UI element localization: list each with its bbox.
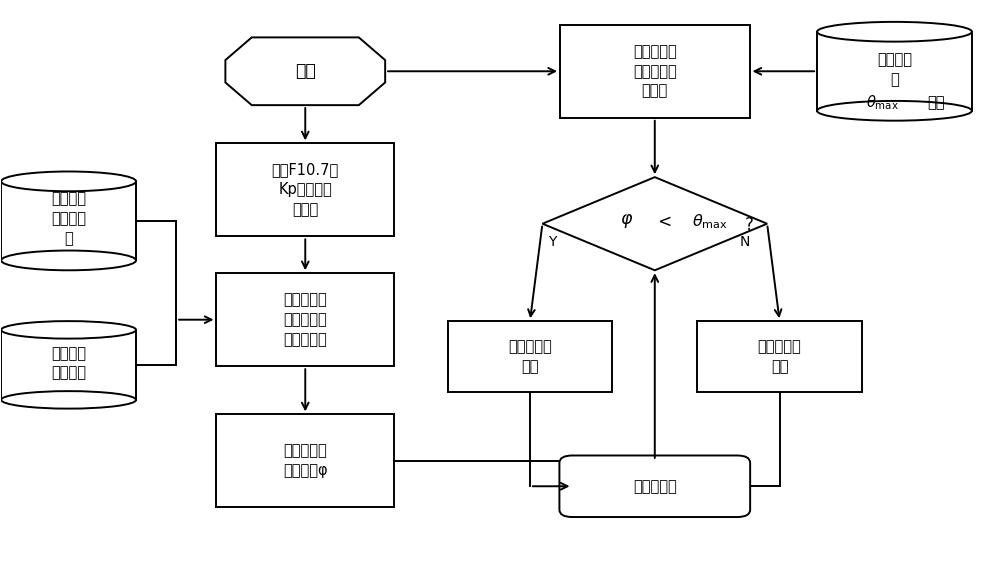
Bar	[1, 330, 136, 400]
Ellipse shape	[1, 171, 136, 191]
Ellipse shape	[1, 391, 136, 409]
FancyBboxPatch shape	[560, 25, 750, 118]
Text: N: N	[739, 235, 750, 249]
Text: 计算最高仰
角的余角φ: 计算最高仰 角的余角φ	[283, 443, 328, 478]
Ellipse shape	[1, 251, 136, 271]
Text: 完成初筛选: 完成初筛选	[633, 479, 677, 494]
Text: 计算基点看
卧星的最高
仰角上下限: 计算基点看 卧星的最高 仰角上下限	[283, 293, 327, 347]
Text: $\theta_{\rm max}$: $\theta_{\rm max}$	[692, 213, 728, 231]
Text: 排除该可见
圈次: 排除该可见 圈次	[758, 339, 801, 374]
FancyBboxPatch shape	[559, 456, 750, 517]
Text: Y: Y	[548, 235, 557, 249]
Text: $\varphi$: $\varphi$	[620, 212, 633, 230]
FancyBboxPatch shape	[697, 321, 862, 392]
Text: 设置F10.7与
Kp值的上限
与下限: 设置F10.7与 Kp值的上限 与下限	[272, 162, 339, 217]
FancyBboxPatch shape	[216, 414, 394, 508]
Text: 开始: 开始	[295, 62, 316, 80]
Text: 卩星侧摇
角: 卩星侧摇 角	[877, 52, 912, 87]
Text: 保留该可见
圈次: 保留该可见 圈次	[508, 339, 552, 374]
Text: ?: ?	[745, 216, 754, 234]
Polygon shape	[542, 177, 767, 271]
Polygon shape	[225, 37, 385, 105]
Bar	[1, 181, 136, 260]
Ellipse shape	[817, 101, 972, 121]
Text: 限制: 限制	[928, 95, 945, 110]
Text: 动态目标
弹道基点: 动态目标 弹道基点	[51, 346, 86, 380]
FancyBboxPatch shape	[216, 143, 394, 237]
FancyBboxPatch shape	[216, 273, 394, 366]
Ellipse shape	[817, 22, 972, 42]
Bar	[817, 32, 972, 111]
Text: <: <	[653, 213, 677, 231]
FancyBboxPatch shape	[448, 321, 612, 392]
Text: 卩星轨道
初値与常
数: 卩星轨道 初値与常 数	[51, 192, 86, 246]
Ellipse shape	[1, 321, 136, 338]
Text: 计算卩星观
测基点的侧
摇方向: 计算卩星观 测基点的侧 摇方向	[633, 44, 677, 98]
Text: $\theta_{\rm max}$: $\theta_{\rm max}$	[866, 93, 899, 112]
